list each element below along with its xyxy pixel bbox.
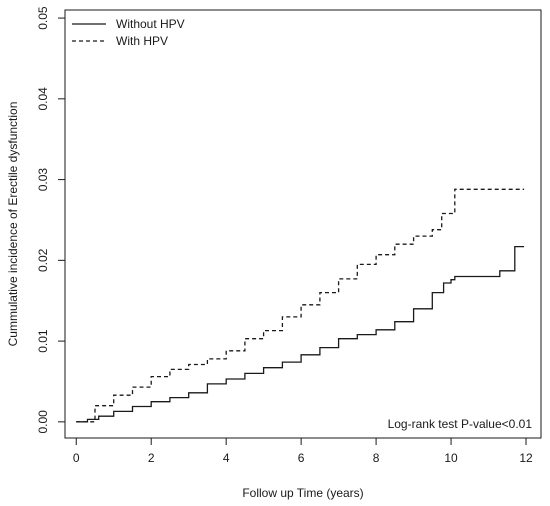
series-line-without-hpv (76, 245, 525, 423)
y-tick-label: 0.05 (36, 6, 50, 30)
legend-label-with-hpv: With HPV (116, 34, 168, 48)
series-layer (76, 188, 525, 423)
x-tick-label: 4 (223, 451, 230, 465)
x-tick-label: 2 (148, 451, 155, 465)
x-axis: 0 2 4 6 8 10 12 (73, 438, 533, 465)
y-tick-label: 0.03 (36, 168, 50, 192)
x-axis-title: Follow up Time (years) (242, 486, 363, 500)
y-tick-label: 0.00 (36, 410, 50, 434)
y-tick-label: 0.04 (36, 87, 50, 111)
y-axis: 0.00 0.01 0.02 0.03 0.04 0.05 (36, 6, 65, 434)
x-tick-label: 8 (373, 451, 380, 465)
legend: Without HPV With HPV (72, 17, 185, 48)
plot-frame (64, 9, 542, 439)
series-line-with-hpv (76, 188, 525, 423)
x-tick-label: 6 (298, 451, 305, 465)
log-rank-annotation: Log-rank test P-value<0.01 (388, 417, 533, 431)
legend-label-without-hpv: Without HPV (116, 17, 185, 31)
x-tick-label: 0 (73, 451, 80, 465)
y-axis-title: Cummulative incidence of Erectile dysfun… (6, 102, 20, 347)
y-tick-label: 0.02 (36, 248, 50, 272)
y-tick-label: 0.01 (36, 329, 50, 353)
x-tick-label: 10 (444, 451, 458, 465)
x-tick-label: 12 (519, 451, 533, 465)
